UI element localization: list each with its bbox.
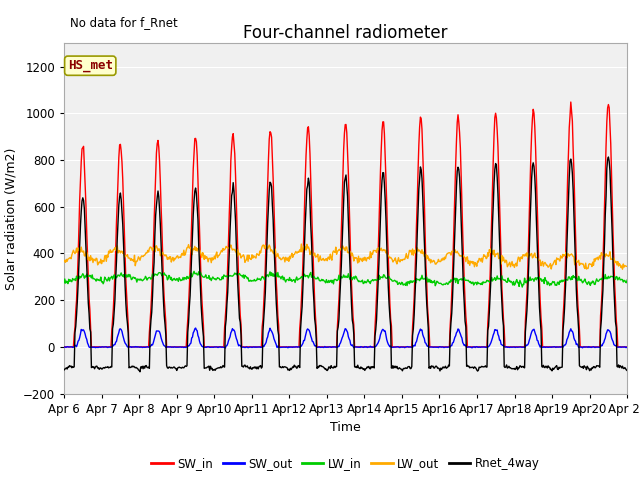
Text: No data for f_Rnet: No data for f_Rnet <box>70 16 177 29</box>
Text: HS_met: HS_met <box>68 59 113 72</box>
Legend: SW_in, SW_out, LW_in, LW_out, Rnet_4way: SW_in, SW_out, LW_in, LW_out, Rnet_4way <box>147 452 545 475</box>
Y-axis label: Solar radiation (W/m2): Solar radiation (W/m2) <box>4 147 17 289</box>
Title: Four-channel radiometer: Four-channel radiometer <box>243 24 448 42</box>
Bar <box>64 43 627 394</box>
X-axis label: Time: Time <box>330 421 361 434</box>
